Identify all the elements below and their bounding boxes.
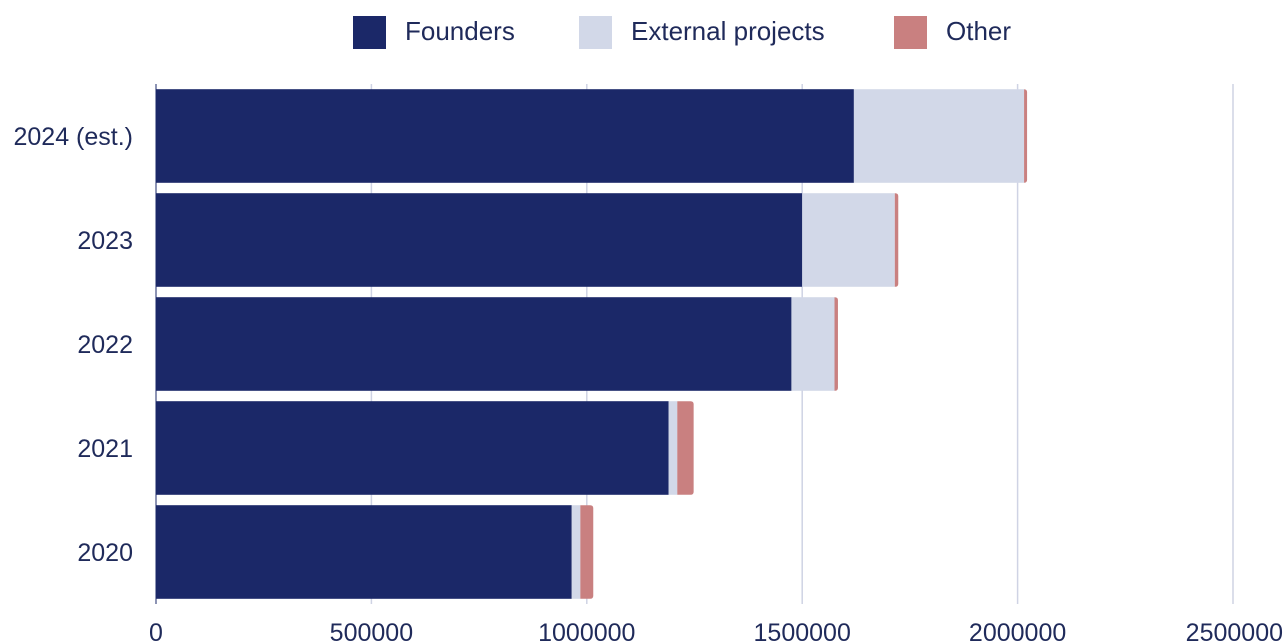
x-tick-label-3: 1500000 (754, 619, 851, 643)
bar-segment-0-1 (853, 89, 1025, 183)
x-tick-label-0: 0 (149, 619, 163, 643)
bar-segment-4-1 (571, 505, 581, 599)
bar-row-4 (156, 505, 594, 599)
legend-swatch-0 (353, 16, 386, 49)
legend-label-1: External projects (631, 16, 825, 46)
bar-row-0 (156, 89, 1028, 183)
bar-segment-4-2 (580, 505, 594, 599)
legend-swatch-1 (579, 16, 612, 49)
category-label-4: 2020 (77, 539, 133, 567)
category-label-1: 2023 (77, 227, 133, 255)
bar-segment-2-0 (156, 297, 792, 391)
category-label-2: 2022 (77, 331, 133, 359)
x-tick-label-1: 500000 (330, 619, 413, 643)
bar-row-1 (156, 193, 899, 287)
legend-item-1: External projects (579, 16, 825, 49)
category-label-0: 2024 (est.) (13, 123, 133, 151)
bar-segment-3-0 (156, 401, 669, 495)
bar-segment-1-0 (156, 193, 803, 287)
bar-segment-1-1 (802, 193, 895, 287)
bar-segment-3-2 (677, 401, 694, 495)
bar-segment-1-2 (894, 193, 899, 287)
x-tick-label-5: 2500000 (1186, 619, 1283, 643)
category-label-3: 2021 (77, 435, 133, 463)
bar-row-2 (156, 297, 838, 391)
x-axis: 0 500000 1000000 1500000 2000000 2500000 (149, 84, 1283, 643)
bars (156, 89, 1028, 599)
bar-segment-0-2 (1024, 89, 1028, 183)
x-tick-label-2: 1000000 (538, 619, 635, 643)
x-tick-label-4: 2000000 (969, 619, 1066, 643)
bar-segment-0-0 (156, 89, 854, 183)
bar-segment-4-0 (156, 505, 572, 599)
legend-item-2: Other (894, 16, 1011, 49)
bar-segment-2-2 (834, 297, 838, 391)
legend-swatch-2 (894, 16, 927, 49)
bar-segment-2-1 (791, 297, 835, 391)
legend-label-0: Founders (405, 16, 515, 46)
bar-row-3 (156, 401, 694, 495)
legend: Founders External projects Other (353, 16, 1011, 49)
y-axis-categories: 2024 (est.) 2023 2022 2021 2020 (13, 123, 133, 567)
legend-item-0: Founders (353, 16, 515, 49)
legend-label-2: Other (946, 16, 1011, 46)
bar-segment-3-1 (668, 401, 678, 495)
